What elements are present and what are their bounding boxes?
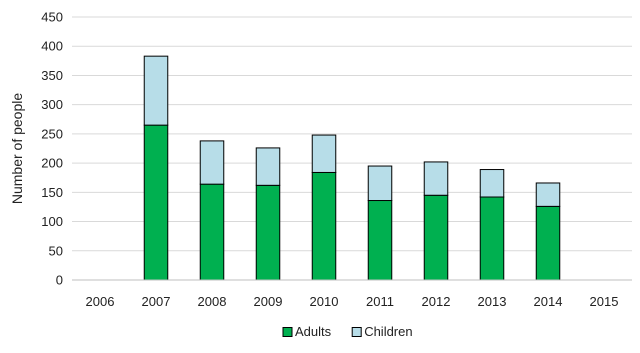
x-tick-label: 2007 (142, 294, 171, 309)
bar-adults-2008 (199, 183, 225, 281)
bar-children-2009 (255, 147, 281, 186)
bar-adults-2012 (423, 194, 449, 281)
legend: Adults Children (282, 324, 413, 339)
bar-adults-2010 (311, 171, 337, 281)
x-tick-label: 2010 (310, 294, 339, 309)
x-tick-label: 2015 (590, 294, 619, 309)
y-tick-label: 150 (41, 185, 63, 200)
y-tick-label: 400 (41, 39, 63, 54)
x-tick-label: 2008 (198, 294, 227, 309)
bar-children-2013 (479, 169, 505, 198)
bar-children-2007 (143, 55, 169, 126)
y-tick-label: 0 (56, 273, 63, 288)
legend-label-adults: Adults (295, 324, 332, 339)
x-tick-label: 2009 (254, 294, 283, 309)
bar-adults-2013 (479, 196, 505, 281)
bar-adults-2007 (143, 124, 169, 281)
bar-children-2014 (535, 182, 561, 207)
y-tick-label: 450 (41, 10, 63, 25)
bar-children-2011 (367, 165, 393, 202)
bar-children-2010 (311, 134, 337, 173)
legend-swatch-children (351, 327, 362, 337)
y-axis-title: Number of people (9, 93, 25, 205)
bar-adults-2009 (255, 184, 281, 281)
x-tick-label: 2013 (478, 294, 507, 309)
y-axis-ticks: 0 50 100 150 200 250 300 350 400 450 (41, 10, 63, 288)
bar-children-2012 (423, 161, 449, 196)
y-tick-label: 50 (49, 243, 63, 258)
x-tick-label: 2006 (86, 294, 115, 309)
y-tick-label: 200 (41, 156, 63, 171)
y-tick-label: 300 (41, 97, 63, 112)
legend-swatch-adults (282, 327, 293, 337)
y-tick-label: 100 (41, 214, 63, 229)
x-tick-label: 2014 (534, 294, 563, 309)
bar-adults-2011 (367, 200, 393, 281)
x-axis-ticks: 2006 2007 2008 2009 2010 2011 2012 2013 2014 2015 (86, 294, 619, 309)
bars (143, 55, 561, 281)
x-tick-label: 2011 (366, 294, 394, 309)
y-tick-label: 350 (41, 68, 63, 83)
x-tick-label: 2012 (422, 294, 451, 309)
bar-adults-2014 (535, 205, 561, 281)
legend-label-children: Children (364, 324, 412, 339)
bar-children-2008 (199, 140, 225, 185)
y-tick-label: 250 (41, 126, 63, 141)
